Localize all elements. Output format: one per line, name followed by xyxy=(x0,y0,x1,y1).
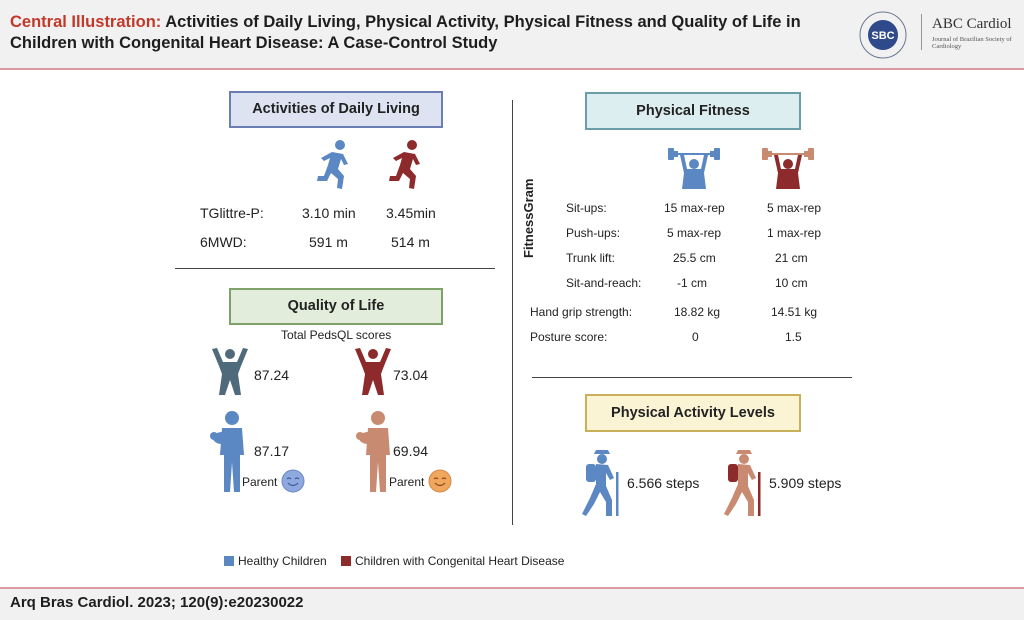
fitness-situps-chd: 5 max-rep xyxy=(767,201,822,215)
smiley-face-icon xyxy=(281,469,305,493)
page-title: Central Illustration: Activities of Dail… xyxy=(10,12,830,54)
header-bar xyxy=(0,0,1024,70)
hiker-icon xyxy=(578,448,626,518)
qol-child-chd: 73.04 xyxy=(393,367,429,383)
parent-holding-baby-icon xyxy=(210,410,250,495)
fitness-label-handgrip: Hand grip strength: xyxy=(530,305,633,319)
weightlifter-icon xyxy=(668,145,720,189)
footer-citation: Arq Bras Cardiol. 2023; 120(9):e20230022 xyxy=(10,594,304,611)
fitness-label-situps: Sit-ups: xyxy=(566,201,607,215)
fitness-sitreach-healthy: -1 cm xyxy=(677,276,707,290)
qol-parent-healthy: 87.17 xyxy=(254,443,290,459)
fitness-pushups-healthy: 5 max-rep xyxy=(667,226,722,240)
activity-healthy: 6.566 steps xyxy=(627,475,700,491)
journal-subtitle: Journal of Brazilian Society of Cardiolo… xyxy=(932,36,1012,50)
title-line1: Activities of Daily Living, Physical Act… xyxy=(165,13,801,31)
qol-parent-label-healthy: Parent xyxy=(242,475,278,489)
sbc-logo: SBC xyxy=(858,10,908,60)
smiley-face-icon xyxy=(428,469,452,493)
fitness-handgrip-healthy: 18.82 kg xyxy=(674,305,721,319)
footer-bar xyxy=(0,587,1024,620)
activity-chd: 5.909 steps xyxy=(769,475,842,491)
adl-divider xyxy=(175,268,495,269)
parent-holding-baby-icon xyxy=(356,410,396,495)
fitness-divider xyxy=(532,377,852,378)
qol-parent-chd: 69.94 xyxy=(393,443,429,459)
adl-tglittre-healthy: 3.10 min xyxy=(302,205,356,221)
vertical-divider xyxy=(512,100,513,525)
fitness-pushups-chd: 1 max-rep xyxy=(767,226,822,240)
fitness-sitreach-chd: 10 cm xyxy=(775,276,808,290)
fitness-handgrip-chd: 14.51 kg xyxy=(771,305,818,319)
legend-label-chd: Children with Congenital Heart Disease xyxy=(355,554,565,568)
logo-divider xyxy=(921,14,922,50)
legend-swatch-healthy xyxy=(224,556,234,566)
fitness-posture-healthy: 0 xyxy=(692,330,699,344)
qol-parent-label-chd: Parent xyxy=(389,475,425,489)
adl-label-6mwd: 6MWD: xyxy=(200,234,247,250)
qol-title-box: Quality of Life xyxy=(229,288,443,325)
journal-name: ABC Cardiol xyxy=(932,16,1012,32)
fitness-label-posture: Posture score: xyxy=(530,330,608,344)
activity-title-box: Physical Activity Levels xyxy=(585,394,801,432)
hiker-icon xyxy=(720,448,768,518)
fitness-label-trunklift: Trunk lift: xyxy=(566,251,615,265)
qol-subtitle: Total PedsQL scores xyxy=(281,328,392,342)
fitnessgram-label: FitnessGram xyxy=(521,178,536,258)
title-line2: Children with Congenital Heart Disease: … xyxy=(10,34,498,52)
title-lead: Central Illustration: xyxy=(10,13,162,31)
fitness-situps-healthy: 15 max-rep xyxy=(664,201,725,215)
legend-label-healthy: Healthy Children xyxy=(238,554,327,568)
cheering-child-icon xyxy=(210,347,250,397)
running-person-icon xyxy=(314,139,354,191)
adl-6mwd-healthy: 591 m xyxy=(309,234,348,250)
fitness-trunklift-healthy: 25.5 cm xyxy=(673,251,716,265)
legend-swatch-chd xyxy=(341,556,351,566)
logo-text: SBC xyxy=(871,30,894,42)
fitness-label-sitreach: Sit-and-reach: xyxy=(566,276,642,290)
adl-tglittre-chd: 3.45min xyxy=(386,205,436,221)
fitness-trunklift-chd: 21 cm xyxy=(775,251,808,265)
fitness-posture-chd: 1.5 xyxy=(785,330,802,344)
cheering-child-icon xyxy=(353,347,393,397)
fitness-title-box: Physical Fitness xyxy=(585,92,801,130)
adl-6mwd-chd: 514 m xyxy=(391,234,430,250)
weightlifter-icon xyxy=(762,145,814,189)
running-person-icon xyxy=(386,139,426,191)
adl-label-tglittre: TGlittre-P: xyxy=(200,205,264,221)
adl-title-box: Activities of Daily Living xyxy=(229,91,443,128)
qol-child-healthy: 87.24 xyxy=(254,367,290,383)
fitness-label-pushups: Push-ups: xyxy=(566,226,621,240)
